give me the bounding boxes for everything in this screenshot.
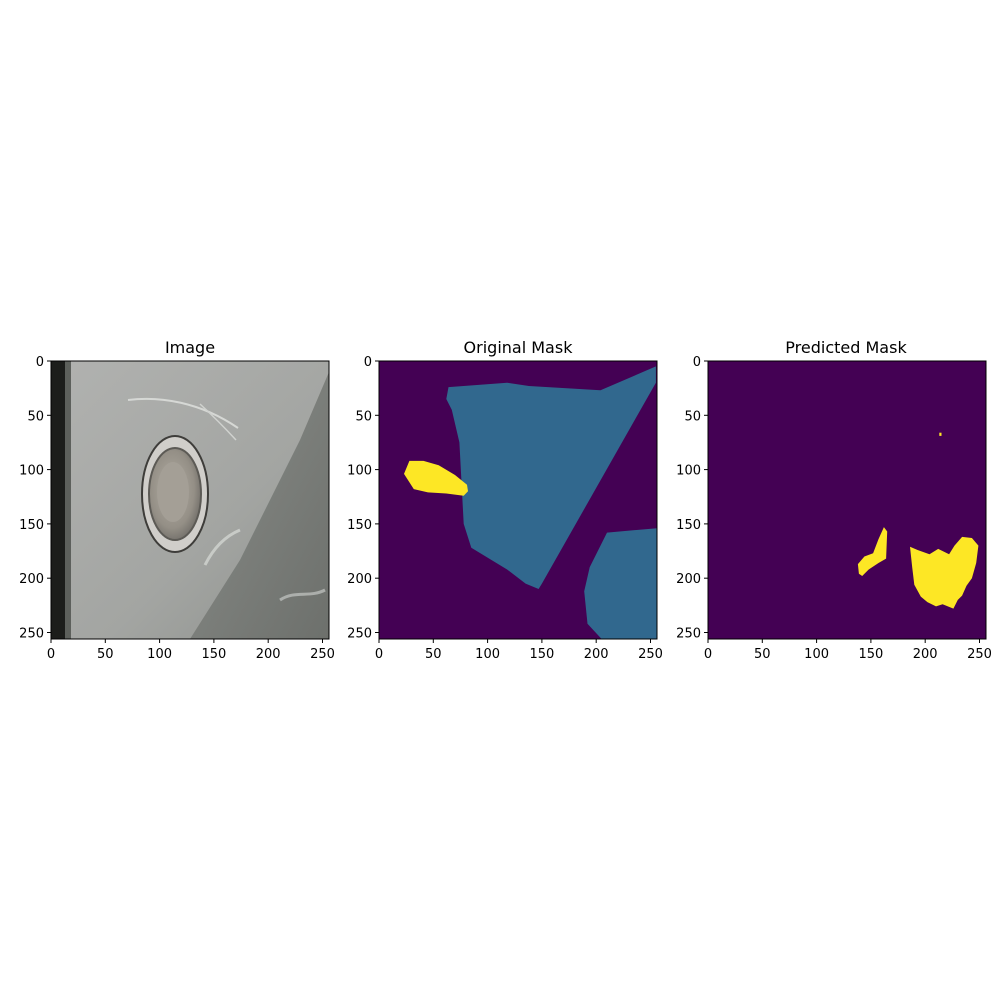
x-tick-label: 250 xyxy=(638,647,663,662)
y-tick-label: 100 xyxy=(676,464,701,479)
mask-regions xyxy=(857,432,979,609)
x-tick-label: 100 xyxy=(147,647,172,662)
mask-regions xyxy=(404,366,657,639)
x-tick-label: 150 xyxy=(858,647,883,662)
y-tick-label: 200 xyxy=(676,572,701,587)
x-tick-label: 200 xyxy=(584,647,609,662)
panel-predicted-mask: Predicted Mask 0 50 100 150 200 2500501001502… xyxy=(676,338,992,662)
x-tick-label: 200 xyxy=(256,647,281,662)
mask-region-class-1 xyxy=(446,366,656,589)
damage-streak xyxy=(203,528,241,566)
y-tick-label: 50 xyxy=(684,409,701,424)
mask-region-class-2 xyxy=(404,460,468,496)
x-tick-label: 50 xyxy=(97,647,114,662)
y-tick-label: 0 xyxy=(36,355,44,370)
x-tick-label: 0 xyxy=(47,647,55,662)
y-tick-label: 150 xyxy=(19,518,44,533)
y-tick-label: 250 xyxy=(347,626,372,641)
x-tick-label: 50 xyxy=(754,647,771,662)
x-tick-label: 100 xyxy=(475,647,500,662)
damage-streak xyxy=(279,588,326,602)
x-tick-label: 150 xyxy=(201,647,226,662)
y-tick-label: 50 xyxy=(355,409,372,424)
photo-edge-highlight xyxy=(65,361,71,639)
x-tick-label: 50 xyxy=(425,647,442,662)
photo xyxy=(51,361,329,639)
panel-title-predicted-mask: Predicted Mask xyxy=(785,338,907,357)
y-tick-label: 50 xyxy=(27,409,44,424)
y-tick-label: 150 xyxy=(347,518,372,533)
axes-frame xyxy=(378,360,658,640)
x-tick-label: 0 xyxy=(375,647,383,662)
y-tick-label: 0 xyxy=(364,355,372,370)
panel-title-image: Image xyxy=(165,338,215,357)
mask-region-class-2 xyxy=(857,527,888,576)
scratch-line xyxy=(199,403,237,441)
y-tick-label: 100 xyxy=(347,464,372,479)
y-tick-label: 0 xyxy=(693,355,701,370)
mask-region-class-2 xyxy=(939,432,942,436)
mask-region-class-1 xyxy=(584,528,657,639)
axes-frame xyxy=(707,360,987,640)
sensor-center xyxy=(157,462,189,522)
photo-dark-edge xyxy=(51,361,65,639)
axes-frame xyxy=(50,360,330,640)
x-tick-label: 250 xyxy=(310,647,335,662)
y-tick-label: 200 xyxy=(347,572,372,587)
y-tick-label: 100 xyxy=(19,464,44,479)
x-tick-label: 100 xyxy=(804,647,829,662)
panel-title-original-mask: Original Mask xyxy=(464,338,574,357)
panel-original-mask: Original Mask 0 50 100 150 200 25005010015020… xyxy=(347,338,663,662)
scratch-line xyxy=(127,397,239,429)
y-tick-label: 250 xyxy=(676,626,701,641)
mask-region-class-2 xyxy=(910,536,979,609)
x-tick-label: 0 xyxy=(704,647,712,662)
x-tick-label: 200 xyxy=(913,647,938,662)
y-tick-label: 250 xyxy=(19,626,44,641)
x-tick-label: 150 xyxy=(529,647,554,662)
photo-shadow-region xyxy=(190,372,329,639)
y-tick-label: 150 xyxy=(676,518,701,533)
x-tick-label: 250 xyxy=(967,647,992,662)
y-tick-label: 200 xyxy=(19,572,44,587)
